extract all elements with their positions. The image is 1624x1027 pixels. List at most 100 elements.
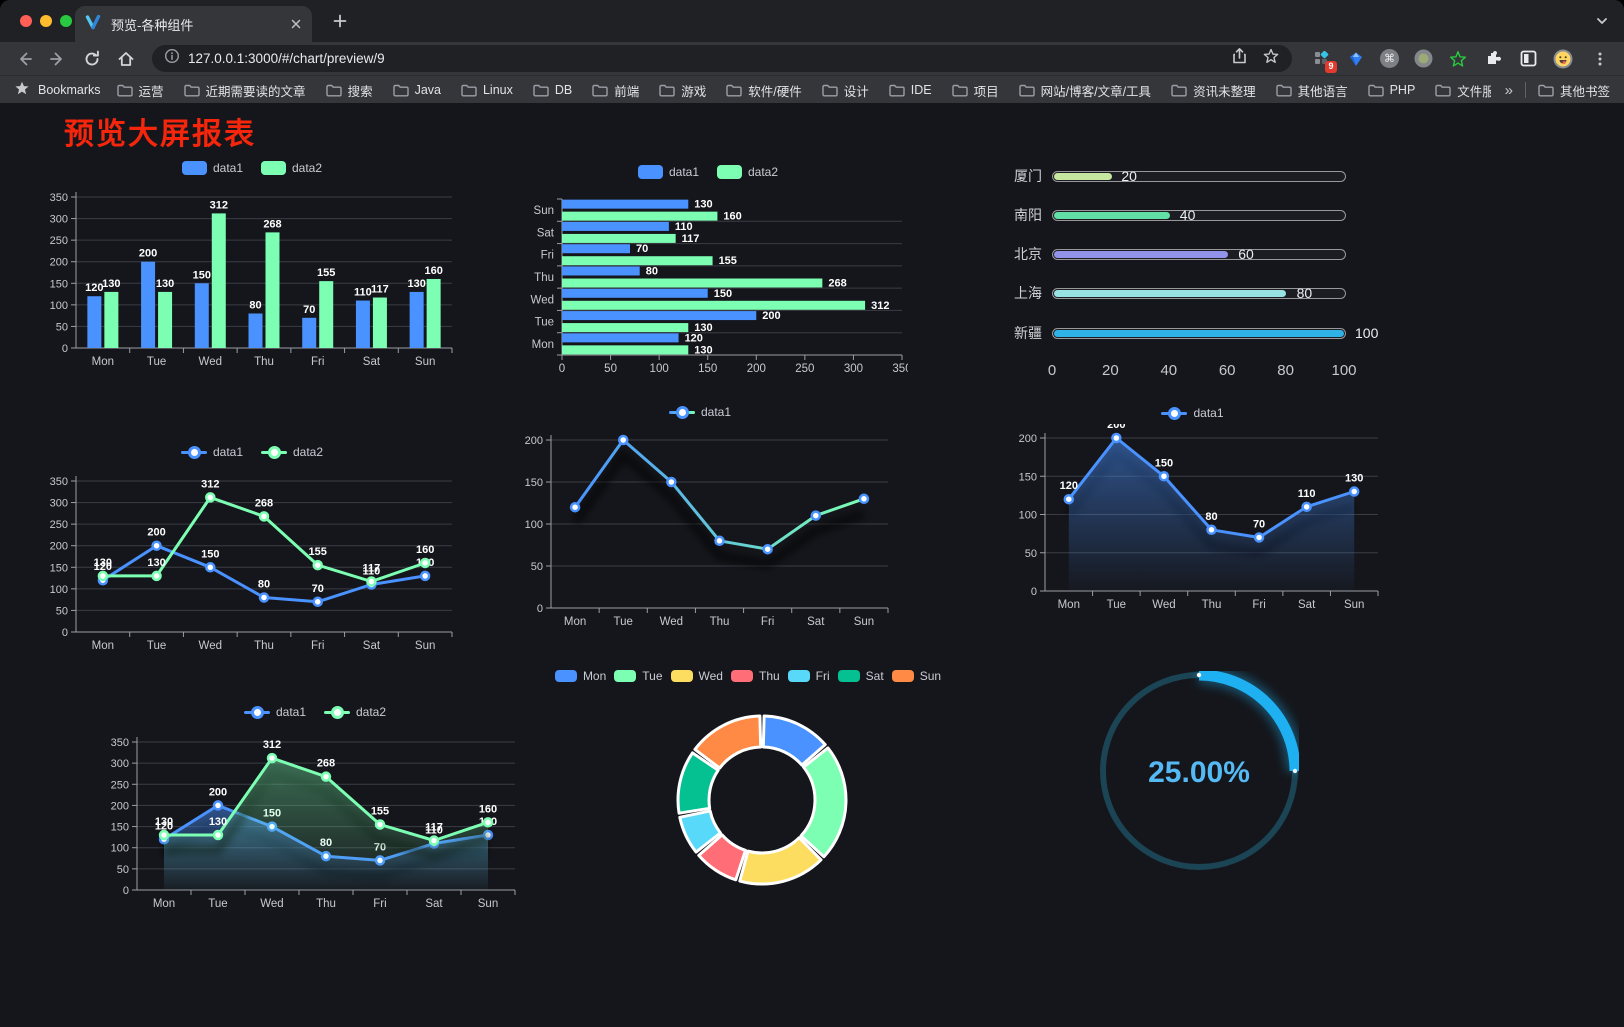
- bookmark-item-3[interactable]: Java: [392, 83, 441, 97]
- bookmark-item-16[interactable]: 文件服务器: [1435, 81, 1491, 100]
- legend-item-data2[interactable]: data2: [717, 165, 778, 179]
- progress-row-1[interactable]: 南阳 40: [996, 205, 1346, 225]
- bar-horizontal-plot[interactable]: Sun Sat Fri Thu Wed Tue Mon 0 50 100 150 200 250 300 3…: [508, 183, 912, 385]
- extension-command-icon[interactable]: ⌘: [1380, 49, 1399, 68]
- bookmark-item-0[interactable]: 运营: [116, 81, 164, 100]
- bookmark-item-8[interactable]: 软件/硬件: [726, 81, 802, 100]
- browser-tab[interactable]: 预览-各种组件: [75, 6, 312, 42]
- pie-slice-Sat[interactable]: [676, 751, 720, 815]
- area-single-plot[interactable]: 0 50 100 150 200 Mon Tue Wed Thu Fri Sat Sun 120 200 1…: [1000, 419, 1385, 620]
- extension-avatar-icon[interactable]: [1412, 48, 1434, 70]
- menu-dots-icon[interactable]: [1586, 45, 1614, 73]
- legend-item-Wed[interactable]: Wed: [670, 669, 723, 683]
- svg-text:160: 160: [424, 265, 442, 277]
- svg-text:150: 150: [201, 548, 219, 560]
- chart-bar-horizontal: data1 data2 Sun Sat Fri Thu Wed Tue Mon 0 50 100 150…: [508, 163, 912, 390]
- progress-value: 100: [1355, 324, 1379, 341]
- legend-item-Sat[interactable]: Sat: [837, 669, 884, 683]
- bookmarks-overflow-chevron[interactable]: »: [1504, 81, 1513, 99]
- bookmarks-star-icon[interactable]: [14, 80, 30, 101]
- maximize-window-button[interactable]: [60, 15, 72, 27]
- bookmark-item-5[interactable]: DB: [533, 83, 572, 97]
- bar-grouped-plot[interactable]: 0 50 100 150 200 250 300 350 Mon Tue Wed Thu Fri Sat S…: [32, 179, 472, 379]
- line-dual-plot[interactable]: 0 50 100 150 200 250 300 350 Mon Tue Wed Thu Fri Sat S…: [32, 463, 472, 663]
- bookmark-item-12[interactable]: 网站/博客/文章/工具: [1018, 81, 1151, 100]
- dark-mode-extension-icon[interactable]: [1517, 48, 1539, 70]
- area-dual-plot[interactable]: 0 50 100 150 200 250 300 350 Mon Tue Wed Thu Fri Sat S…: [95, 723, 535, 923]
- pie-slice-Mon[interactable]: [761, 714, 827, 767]
- home-button[interactable]: [112, 45, 140, 73]
- bookmark-item-14[interactable]: 其他语言: [1275, 81, 1348, 100]
- chart-area-dual: data1 data2 0 50 100 150 200 250 300 350 Mon Tue Wed…: [95, 703, 535, 928]
- pie-slice-Sun[interactable]: [693, 714, 763, 770]
- bookmark-item-15[interactable]: PHP: [1367, 83, 1415, 97]
- forward-button[interactable]: [44, 45, 72, 73]
- legend-item-data1[interactable]: data1: [181, 161, 243, 175]
- svg-text:120: 120: [685, 332, 703, 344]
- address-bar[interactable]: 127.0.0.1:3000/#/chart/preview/9: [152, 45, 1292, 72]
- legend-item-Thu[interactable]: Thu: [730, 669, 780, 683]
- progress-row-2[interactable]: 北京 60: [996, 244, 1346, 264]
- share-icon[interactable]: [1231, 47, 1248, 70]
- minimize-window-button[interactable]: [40, 15, 52, 27]
- legend-item-Fri[interactable]: Fri: [787, 669, 830, 683]
- gauge-plot[interactable]: 25.00%: [1099, 666, 1304, 871]
- legend-item-data2[interactable]: data2: [324, 705, 386, 719]
- svg-text:Sat: Sat: [1298, 599, 1316, 611]
- profile-avatar-icon[interactable]: [1552, 48, 1574, 70]
- favicon-icon: [85, 14, 101, 35]
- extension-gem-icon[interactable]: [1345, 48, 1367, 70]
- progress-row-0[interactable]: 厦门 20: [996, 166, 1346, 186]
- pie-slice-Thu[interactable]: [697, 833, 747, 882]
- bookmark-star-icon[interactable]: [1262, 47, 1280, 70]
- extension-green-star-icon[interactable]: [1447, 48, 1469, 70]
- legend-item-data1[interactable]: data1: [637, 165, 699, 179]
- bookmark-item-7[interactable]: 游戏: [659, 81, 706, 100]
- legend-item-data2[interactable]: data2: [261, 161, 322, 175]
- progress-value: 60: [1238, 245, 1254, 262]
- progress-value: 80: [1296, 284, 1313, 301]
- pie-slice-Wed[interactable]: [738, 836, 823, 886]
- legend-item-data1[interactable]: data1: [668, 405, 731, 419]
- pie-week-plot[interactable]: [548, 687, 948, 927]
- bookmark-item-1[interactable]: 近期需要读的文章: [183, 81, 306, 100]
- svg-text:Sun: Sun: [1344, 599, 1364, 611]
- pie-slice-Fri[interactable]: [678, 809, 722, 854]
- svg-text:117: 117: [682, 233, 700, 245]
- bookmark-item-13[interactable]: 资讯未整理: [1171, 81, 1256, 100]
- tab-close-icon[interactable]: [290, 18, 302, 30]
- legend-item-Tue[interactable]: Tue: [614, 669, 663, 683]
- new-tab-button[interactable]: [330, 11, 350, 36]
- svg-text:110: 110: [425, 824, 443, 836]
- svg-text:250: 250: [111, 779, 129, 791]
- other-bookmarks-folder[interactable]: 其他书签: [1538, 81, 1610, 100]
- legend-item-Mon[interactable]: Mon: [554, 669, 606, 683]
- legend-item-data1[interactable]: data1: [243, 705, 306, 719]
- legend-item-data1[interactable]: data1: [180, 445, 243, 459]
- legend-item-data1[interactable]: data1: [1161, 406, 1224, 420]
- extension-grid-icon[interactable]: 9: [1310, 48, 1337, 73]
- back-button[interactable]: [10, 45, 38, 73]
- bookmark-item-6[interactable]: 前端: [592, 81, 639, 100]
- tab-search-chevron-icon[interactable]: [1594, 13, 1610, 34]
- close-window-button[interactable]: [20, 15, 32, 27]
- bookmark-item-2[interactable]: 搜索: [325, 81, 373, 100]
- extensions-puzzle-icon[interactable]: [1482, 48, 1504, 70]
- reload-button[interactable]: [78, 45, 106, 73]
- progress-label: 北京: [1014, 246, 1042, 262]
- bookmark-item-10[interactable]: IDE: [889, 83, 932, 97]
- legend-item-Sun[interactable]: Sun: [891, 669, 941, 683]
- svg-text:312: 312: [871, 300, 889, 312]
- bookmark-item-11[interactable]: 项目: [951, 81, 999, 100]
- bookmark-item-4[interactable]: Linux: [461, 83, 513, 97]
- line-gradient-plot[interactable]: 0 50 100 150 200 Mon Tue Wed Thu Fri Sat Sun: [500, 423, 900, 635]
- pie-slice-Tue[interactable]: [799, 746, 848, 859]
- progress-row-3[interactable]: 上海 80: [996, 283, 1346, 303]
- url-text[interactable]: 127.0.0.1:3000/#/chart/preview/9: [188, 51, 385, 66]
- bookmarks-label[interactable]: Bookmarks: [38, 83, 101, 97]
- legend-item-data2[interactable]: data2: [261, 445, 323, 459]
- bookmark-item-9[interactable]: 设计: [822, 81, 869, 100]
- progress-row-4[interactable]: 新疆 100: [996, 323, 1378, 343]
- progress-fill: [1054, 172, 1112, 180]
- site-info-icon[interactable]: [164, 48, 180, 69]
